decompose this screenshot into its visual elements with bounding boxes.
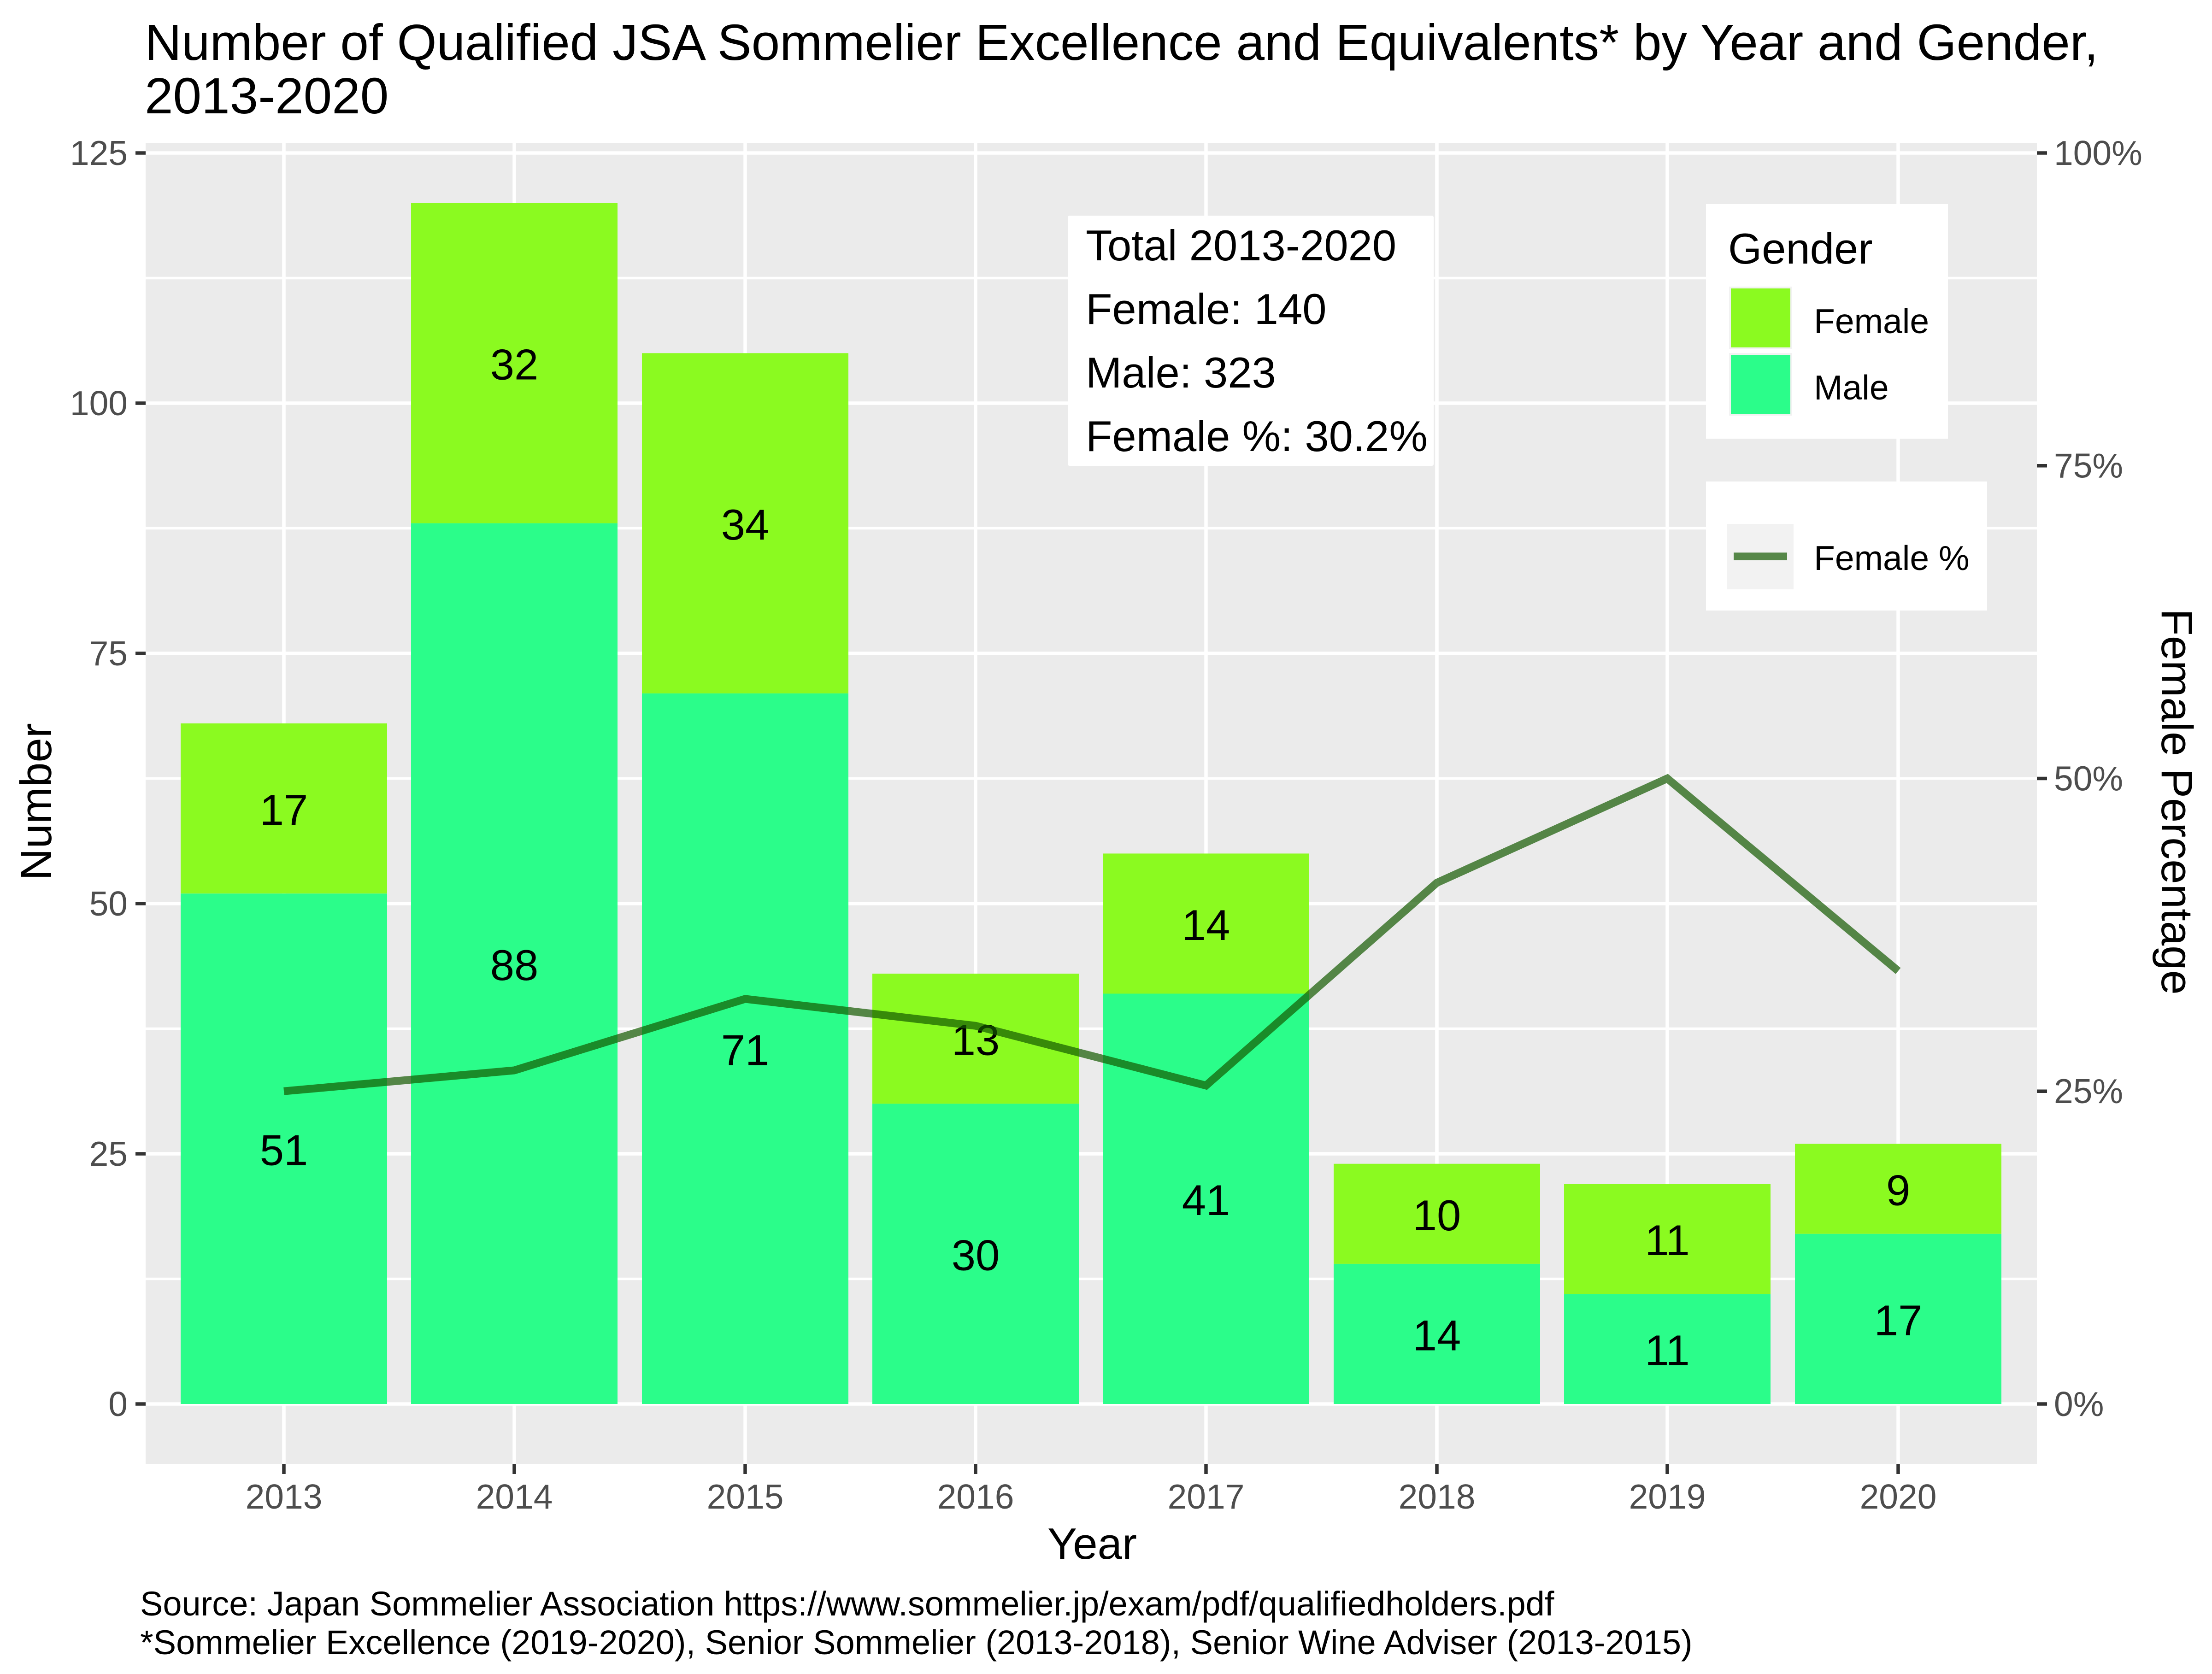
svg-text:Number of Qualified JSA Sommel: Number of Qualified JSA Sommelier Excell…: [145, 14, 2098, 71]
svg-text:2014: 2014: [476, 1477, 553, 1516]
svg-text:Male: Male: [1814, 368, 1889, 407]
svg-text:2017: 2017: [1168, 1477, 1245, 1516]
svg-text:2015: 2015: [707, 1477, 784, 1516]
svg-text:0%: 0%: [2054, 1385, 2104, 1423]
svg-text:2020: 2020: [1860, 1477, 1937, 1516]
svg-text:2013: 2013: [246, 1477, 323, 1516]
svg-text:Total 2013-2020: Total 2013-2020: [1086, 221, 1396, 270]
svg-text:34: 34: [721, 500, 770, 549]
svg-text:75: 75: [89, 634, 128, 673]
svg-text:9: 9: [1886, 1166, 1910, 1214]
svg-text:75%: 75%: [2054, 446, 2123, 485]
svg-text:71: 71: [721, 1026, 770, 1074]
svg-text:Female Percentage: Female Percentage: [2152, 609, 2201, 995]
svg-text:Female: 140: Female: 140: [1086, 285, 1327, 333]
svg-text:41: 41: [1182, 1176, 1230, 1224]
svg-text:51: 51: [260, 1126, 308, 1175]
svg-text:2018: 2018: [1399, 1477, 1476, 1516]
svg-text:50%: 50%: [2054, 759, 2123, 798]
svg-text:17: 17: [260, 786, 308, 834]
svg-text:Year: Year: [1047, 1519, 1137, 1568]
svg-text:25%: 25%: [2054, 1072, 2123, 1110]
svg-text:100%: 100%: [2054, 134, 2142, 172]
svg-text:25: 25: [89, 1134, 128, 1173]
svg-text:Female %: 30.2%: Female %: 30.2%: [1086, 412, 1428, 460]
svg-text:2019: 2019: [1629, 1477, 1706, 1516]
svg-text:88: 88: [490, 941, 539, 989]
svg-text:Number: Number: [12, 723, 61, 880]
svg-text:Male: 323: Male: 323: [1086, 348, 1276, 397]
svg-text:17: 17: [1874, 1296, 1923, 1345]
svg-text:100: 100: [70, 384, 128, 423]
svg-text:11: 11: [1645, 1326, 1690, 1374]
svg-text:14: 14: [1182, 901, 1230, 949]
svg-text:Source: Japan Sommelier Associ: Source: Japan Sommelier Association http…: [140, 1585, 1554, 1623]
svg-text:Female %: Female %: [1814, 539, 1970, 577]
svg-text:2016: 2016: [937, 1477, 1014, 1516]
svg-text:125: 125: [70, 134, 128, 172]
svg-text:14: 14: [1413, 1311, 1461, 1359]
svg-text:11: 11: [1645, 1216, 1690, 1264]
svg-text:0: 0: [108, 1385, 128, 1423]
svg-text:*Sommelier Excellence (2019-20: *Sommelier Excellence (2019-2020), Senio…: [140, 1623, 1693, 1662]
svg-text:50: 50: [89, 884, 128, 923]
svg-text:Gender: Gender: [1728, 224, 1873, 273]
svg-text:10: 10: [1413, 1191, 1461, 1239]
svg-text:Female: Female: [1814, 302, 1929, 341]
svg-text:30: 30: [952, 1231, 1000, 1280]
svg-text:32: 32: [490, 341, 539, 389]
svg-text:2013-2020: 2013-2020: [145, 68, 388, 124]
